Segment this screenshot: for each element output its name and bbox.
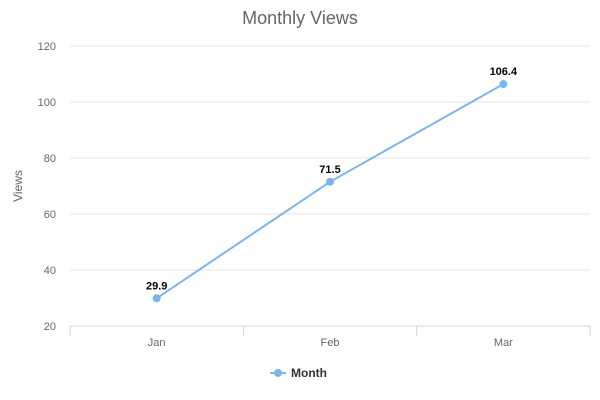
data-point[interactable] bbox=[152, 294, 161, 303]
y-tick-label: 120 bbox=[38, 41, 56, 53]
x-tick-label: Feb bbox=[321, 337, 340, 349]
chart-title: Monthly Views bbox=[242, 8, 358, 28]
legend-item-label[interactable]: Month bbox=[291, 366, 327, 380]
y-tick-label: 20 bbox=[44, 321, 56, 333]
data-point[interactable] bbox=[326, 177, 334, 186]
y-axis-ticks: 20 40 60 80 100 120 bbox=[38, 41, 56, 333]
series-layer: 29.9 71.5 106.4 bbox=[146, 66, 518, 303]
legend[interactable]: Month bbox=[270, 366, 327, 380]
data-label: 71.5 bbox=[319, 164, 340, 176]
series-line bbox=[156, 83, 504, 300]
x-axis: Jan Feb Mar bbox=[69, 325, 591, 349]
y-tick-label: 60 bbox=[44, 209, 56, 221]
data-label: 106.4 bbox=[490, 66, 518, 78]
y-tick-label: 40 bbox=[44, 265, 56, 277]
x-tick-label: Mar bbox=[494, 337, 513, 349]
x-tick-label: Jan bbox=[148, 337, 166, 349]
y-tick-label: 100 bbox=[38, 97, 56, 109]
data-point[interactable] bbox=[499, 80, 508, 89]
grid-lines bbox=[70, 45, 590, 271]
y-axis-label: Views bbox=[11, 170, 25, 202]
legend-marker-icon[interactable] bbox=[274, 369, 282, 377]
y-tick-label: 80 bbox=[44, 153, 56, 165]
data-label: 29.9 bbox=[146, 280, 167, 292]
